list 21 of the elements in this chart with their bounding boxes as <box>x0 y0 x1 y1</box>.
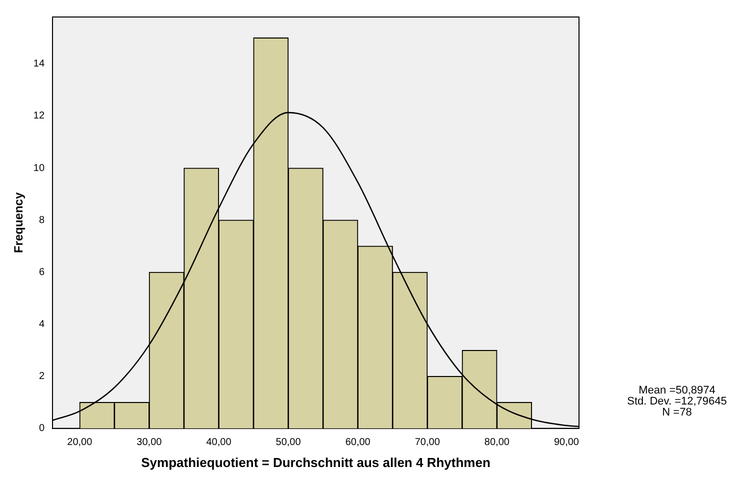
text: N =78 <box>662 406 692 418</box>
y-tick-label: 10 <box>33 162 45 174</box>
y-tick-label: 4 <box>38 319 45 330</box>
x-tick-label: 80,00 <box>484 437 510 448</box>
x-axis-title: Sympathiequotient = Durchschnitt aus allen 4 Rhythmen <box>141 454 490 470</box>
x-tick-label: 60,00 <box>345 437 371 448</box>
text: Std. Dev. =12,79645 <box>627 395 727 408</box>
x-tick-label: 70,00 <box>414 437 440 448</box>
y-tick-label: 8 <box>38 214 45 226</box>
y-axis-title: Frequency <box>12 192 26 254</box>
x-tick-label: 20,00 <box>67 437 93 448</box>
y-tick-label: 14 <box>33 58 45 70</box>
y-tick-label: 6 <box>38 266 45 278</box>
y-tick-label: 12 <box>33 110 45 122</box>
x-tick-label: 50,00 <box>276 437 302 448</box>
x-tick-label: 90,00 <box>554 437 580 448</box>
y-tick-label: 0 <box>38 423 45 434</box>
x-tick-label: 40,00 <box>206 437 232 448</box>
text: Mean =50,8974 <box>638 384 716 396</box>
x-tick-label: 30,00 <box>136 437 162 448</box>
y-tick-label: 2 <box>38 371 45 382</box>
